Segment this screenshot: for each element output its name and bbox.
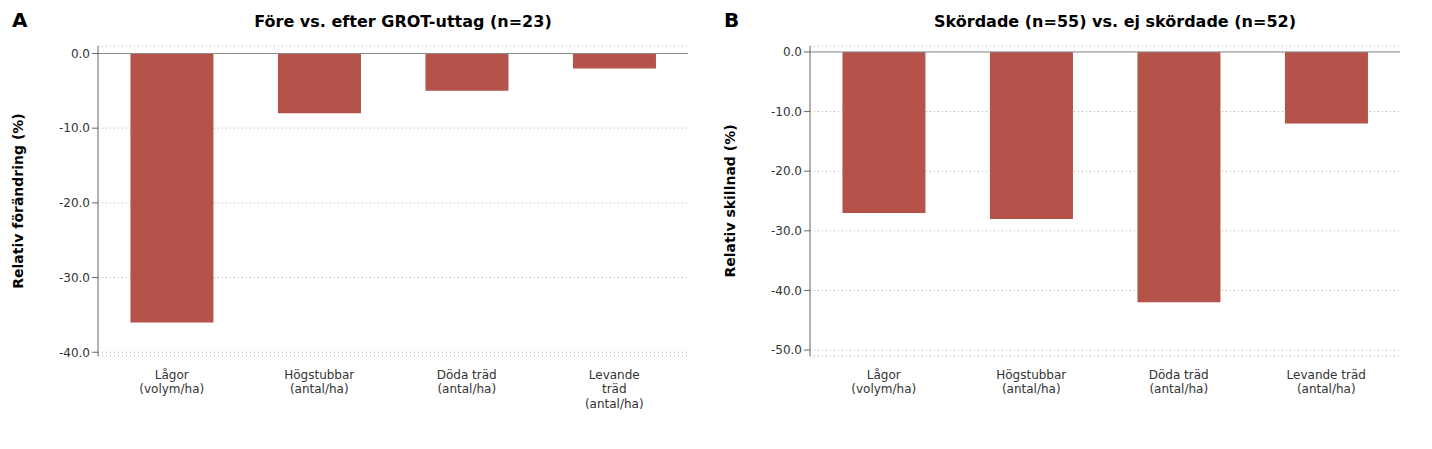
- svg-text:Döda träd(antal/ha): Döda träd(antal/ha): [437, 368, 497, 396]
- svg-text:-30.0: -30.0: [59, 271, 90, 285]
- svg-text:Relativ förändring (%): Relativ förändring (%): [10, 113, 26, 288]
- html-text:Före vs. efter GROT-uttag (n=2: Före vs. efter GROT-uttag (n=23): [254, 12, 552, 31]
- svg-text:Relativ skillnad (%): Relativ skillnad (%): [722, 124, 738, 277]
- svg-text:-20.0: -20.0: [771, 164, 802, 178]
- html-text:A: A: [12, 8, 28, 32]
- svg-text:-10.0: -10.0: [59, 121, 90, 135]
- svg-text:-50.0: -50.0: [771, 343, 802, 357]
- svg-text:-40.0: -40.0: [771, 284, 802, 298]
- html-text:Skördade (n=55) vs. ej skördad: Skördade (n=55) vs. ej skördade (n=52): [934, 12, 1296, 31]
- svg-text:-10.0: -10.0: [771, 105, 802, 119]
- svg-text:-20.0: -20.0: [59, 196, 90, 210]
- svg-text:0.0: 0.0: [783, 45, 802, 59]
- svg-text:Lågor(volym/ha): Lågor(volym/ha): [139, 368, 204, 396]
- html-text:B: B: [724, 8, 740, 32]
- svg-text:0.0: 0.0: [71, 47, 90, 61]
- svg-text:Lågor(volym/ha): Lågor(volym/ha): [851, 368, 916, 396]
- svg-text:-40.0: -40.0: [59, 346, 90, 360]
- svg-text:Högstubbar(antal/ha): Högstubbar(antal/ha): [996, 368, 1066, 396]
- svg-text:Levande träd(antal/ha): Levande träd(antal/ha): [1287, 368, 1366, 396]
- svg-text:-30.0: -30.0: [771, 224, 802, 238]
- svg-text:Högstubbar(antal/ha): Högstubbar(antal/ha): [284, 368, 354, 396]
- svg-text:Levandeträd(antal/ha): Levandeträd(antal/ha): [585, 368, 644, 411]
- svg-text:Döda träd(antal/ha): Döda träd(antal/ha): [1149, 368, 1209, 396]
